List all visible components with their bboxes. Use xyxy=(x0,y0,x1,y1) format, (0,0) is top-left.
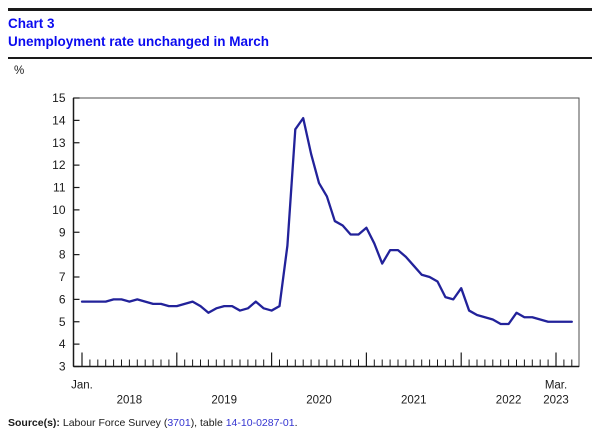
x-last-month-label: Mar. xyxy=(545,380,567,392)
y-tick-label: 10 xyxy=(52,203,66,217)
y-tick-label: 12 xyxy=(52,158,66,172)
table-link[interactable]: 14-10-0287-01 xyxy=(225,417,295,429)
y-tick-label: 8 xyxy=(59,248,66,262)
y-tick-label: 6 xyxy=(59,292,66,306)
unemployment-rate-line xyxy=(80,116,573,326)
source-line: Source(s): Labour Force Survey (3701), t… xyxy=(8,417,298,429)
source-text-3: . xyxy=(294,417,298,429)
y-axis-unit-label: % xyxy=(14,65,25,77)
survey-link[interactable]: 3701 xyxy=(167,417,191,429)
y-tick-label: 11 xyxy=(53,181,66,195)
y-tick-label: 3 xyxy=(59,360,66,374)
x-year-label: 2019 xyxy=(211,395,237,407)
x-year-label: 2020 xyxy=(306,395,332,407)
y-tick-label: 15 xyxy=(52,91,66,105)
x-year-label: 2023 xyxy=(543,395,569,407)
y-tick-label: 4 xyxy=(59,337,66,351)
y-tick-label: 9 xyxy=(59,225,66,239)
chart-number-label: Chart 3 xyxy=(8,16,55,31)
y-tick-label: 13 xyxy=(52,136,66,150)
x-year-label: 2021 xyxy=(401,395,427,407)
plot-border xyxy=(73,97,580,367)
x-first-month-label: Jan. xyxy=(71,380,93,392)
source-text-2: ), table xyxy=(190,417,226,429)
y-tick-label: 7 xyxy=(59,270,66,284)
header-divider-rule xyxy=(8,57,592,59)
x-year-label: 2018 xyxy=(117,395,143,407)
source-prefix: Source(s): xyxy=(8,417,60,429)
y-tick-label: 14 xyxy=(52,113,66,127)
source-text-1: Labour Force Survey ( xyxy=(59,417,168,429)
x-year-label: 2022 xyxy=(496,395,522,407)
y-tick-label: 5 xyxy=(59,315,66,329)
header-top-rule xyxy=(8,8,592,11)
page-title: Unemployment rate unchanged in March xyxy=(8,34,270,49)
